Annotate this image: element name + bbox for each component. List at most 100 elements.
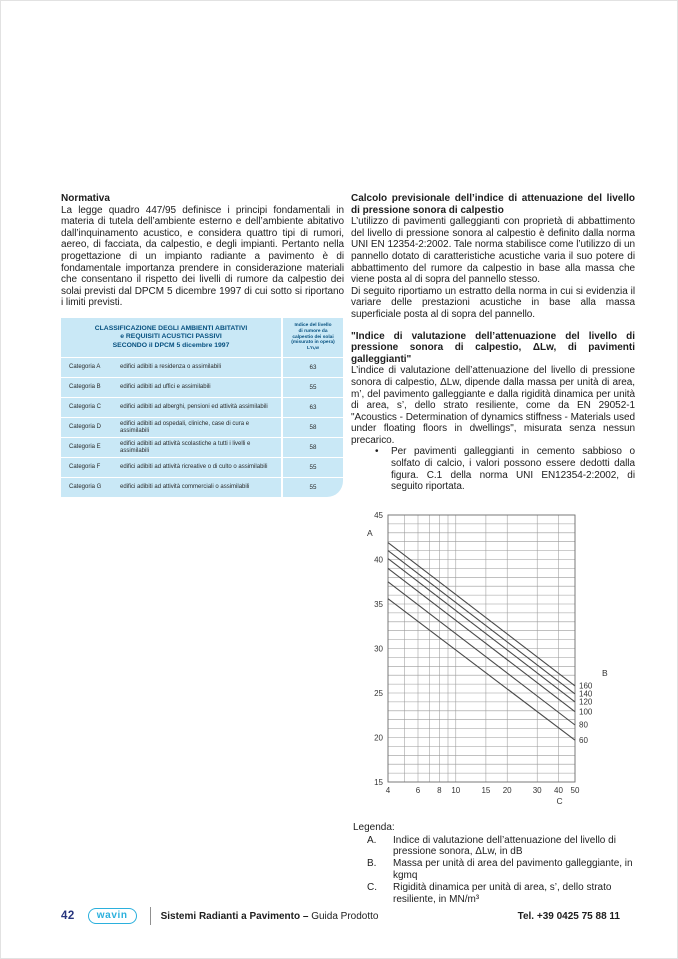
table-value-header-line: L’n,w (307, 346, 319, 352)
chart-xtick-label: 8 (437, 786, 442, 795)
page-number: 42 (61, 910, 75, 922)
legend-title: Legenda: (353, 821, 395, 833)
table-title: CLASSIFICAZIONE DEGLI AMBIENTI ABITATIVI… (61, 318, 281, 357)
legend-item-key: A. (367, 834, 377, 846)
chart-series-line (387, 558, 576, 703)
chart-series-line (387, 567, 576, 712)
row-category: Categoria B (69, 384, 101, 391)
section-heading-calcolo: Calcolo previsionale dell’indice di atte… (351, 193, 635, 216)
chart-axis-label-b: B (602, 668, 608, 678)
subheading-indice-valutazione: "Indice di valutazione dell’attenuazione… (351, 330, 635, 365)
row-category: Categoria A (69, 364, 101, 371)
table-title-line: CLASSIFICAZIONE DEGLI AMBIENTI ABITATIVI (94, 324, 248, 332)
chart-xtick-label: 20 (503, 786, 512, 795)
calcolo-paragraph-2: Di seguito riportiamo un estratto della … (351, 285, 635, 320)
chart-ytick-label: 15 (374, 778, 383, 787)
chart-xtick-label: 30 (533, 786, 542, 795)
right-column: Calcolo previsionale dell’indice di atte… (351, 193, 635, 905)
chart-xtick-label: 50 (571, 786, 580, 795)
legend-item-key: B. (367, 858, 377, 870)
footer-divider (149, 907, 151, 925)
row-category: Categoria E (69, 444, 101, 451)
chart-series-label: 140 (579, 689, 593, 698)
chart-ytick-label: 40 (374, 555, 383, 564)
normativa-paragraph: La legge quadro 447/95 definisce i princ… (61, 204, 344, 309)
wavin-logo: wavin (87, 908, 137, 924)
chart-xtick-label: 15 (481, 786, 490, 795)
classification-table-header: CLASSIFICAZIONE DEGLI AMBIENTI ABITATIVI… (61, 317, 343, 358)
table-row: Categoria G edifici adibiti ad attività c… (61, 477, 343, 498)
row-category: Categoria D (69, 424, 102, 431)
attenuation-chart: 15 20 25 30 35 40 45 4 6 8 10 15 20 30 40 50 A C B 160 140 12… (352, 509, 635, 816)
chart-axis-label-a: A (367, 528, 373, 538)
table-title-line: SECONDO il DPCM 5 dicembre 1997 (112, 341, 230, 349)
footer-doc-title-bold: Sistemi Radianti a Pavimento – (160, 910, 309, 922)
chart-series-label: 60 (579, 736, 588, 745)
legend-item-text: Indice di valutazione dell’attenuazione … (393, 834, 616, 858)
bullet-text: Per pavimenti galleggianti in cemento sa… (391, 446, 635, 493)
chart-series-label: 80 (579, 720, 588, 729)
row-description: edifici adibiti ad alberghi, pensioni ed… (120, 404, 268, 411)
chart-series-label: 100 (579, 707, 593, 716)
footer-doc-title-regular: Guida Prodotto (311, 910, 379, 922)
chart-ytick-label: 25 (374, 689, 383, 698)
chart-svg: 15 20 25 30 35 40 45 4 6 8 10 15 20 30 40 50 A C B 16014012… (367, 511, 608, 806)
row-description: edifici adibiti ad uffici e assimilabili (120, 384, 211, 391)
table-value-header-line: (misurato in opera) (291, 340, 335, 346)
chart-series-line (387, 598, 576, 741)
legend-item: B. Massa per unità di area del pavimento … (367, 858, 635, 882)
table-value-header-line: di rumore da (298, 328, 328, 334)
chart-ytick-label: 45 (374, 511, 383, 520)
chart-xtick-label: 4 (386, 786, 391, 795)
chart-xtick-label: 6 (416, 786, 421, 795)
table-row: Categoria F edifici adibiti ad attività r… (61, 457, 343, 478)
footer-doc-title: Sistemi Radianti a Pavimento – Guida Pro… (161, 911, 379, 922)
row-value: 55 (281, 378, 343, 398)
legend-item: A. Indice di valutazione dell’attenuazion… (367, 835, 635, 859)
legend-item: C. Rigidità dinamica per unità di area, s… (367, 882, 635, 906)
chart-frame (387, 514, 576, 783)
section-heading-normativa: Normativa (61, 193, 110, 204)
classification-table: CLASSIFICAZIONE DEGLI AMBIENTI ABITATIVI… (61, 317, 343, 498)
chart-legend: Legenda: A. Indice di valutazione dell’at… (351, 822, 635, 906)
calcolo-paragraph-1: L’utilizzo di pavimenti galleggianti con… (351, 216, 635, 286)
row-description: edifici adibiti a residenza o assimilabi… (120, 364, 222, 371)
chart-series-label: 160 (579, 681, 593, 690)
row-value: 63 (281, 358, 343, 378)
chart-xtick-label: 40 (554, 786, 563, 795)
row-description: edifici adibiti ad attività scolastiche … (120, 440, 251, 454)
table-title-line: e REQUISITI ACUSTICI PASSIVI (120, 333, 222, 341)
row-value: 55 (281, 478, 343, 498)
classification-table-body: Categoria A edifici adibiti a residenza o… (61, 357, 343, 498)
indice-paragraph: L’indice di valutazione dell’attenuazion… (351, 365, 635, 446)
legend-item-key: C. (367, 881, 377, 893)
chart-series-line (387, 581, 576, 726)
table-row: Categoria A edifici adibiti a residenza o… (61, 357, 343, 378)
chart-ytick-label: 35 (374, 600, 383, 609)
chart-series-line (387, 550, 576, 695)
row-description: edifici adibiti ad attività commerciali … (120, 484, 250, 491)
chart-ytick-label: 30 (374, 644, 383, 653)
row-value: 58 (281, 438, 343, 458)
table-value-column-header: Indice del livello di rumore da calpestio … (281, 317, 343, 358)
row-category: Categoria C (69, 404, 102, 411)
chart-axis-label-c: C (557, 796, 563, 806)
table-value-header-line: Indice del livello (294, 323, 332, 329)
footer-phone: Tel. +39 0425 75 88 11 (517, 910, 620, 922)
table-row: Categoria E edifici adibiti ad attività s… (61, 437, 343, 458)
table-row: Categoria B edifici adibiti ad uffici e a… (61, 377, 343, 398)
row-value: 55 (281, 458, 343, 478)
table-row: Categoria D edifici adibiti ad ospedali, … (61, 417, 343, 438)
row-category: Categoria G (69, 484, 102, 491)
bullet-marker: • (375, 446, 379, 458)
table-value-header-line: calpestio dei solai (292, 334, 334, 340)
row-value: 58 (281, 418, 343, 438)
row-category: Categoria F (69, 464, 101, 471)
page-footer: 42 wavin Sistemi Radianti a Pavimento – … (61, 907, 620, 925)
row-description: edifici adibiti ad ospedali, cliniche, c… (120, 420, 250, 434)
chart-series-label: 120 (579, 697, 593, 706)
left-column: Normativa La legge quadro 447/95 definis… (61, 193, 344, 498)
chart-ytick-label: 20 (374, 733, 383, 742)
legend-item-text: Rigidità dinamica per unità di area, s’,… (393, 881, 612, 905)
